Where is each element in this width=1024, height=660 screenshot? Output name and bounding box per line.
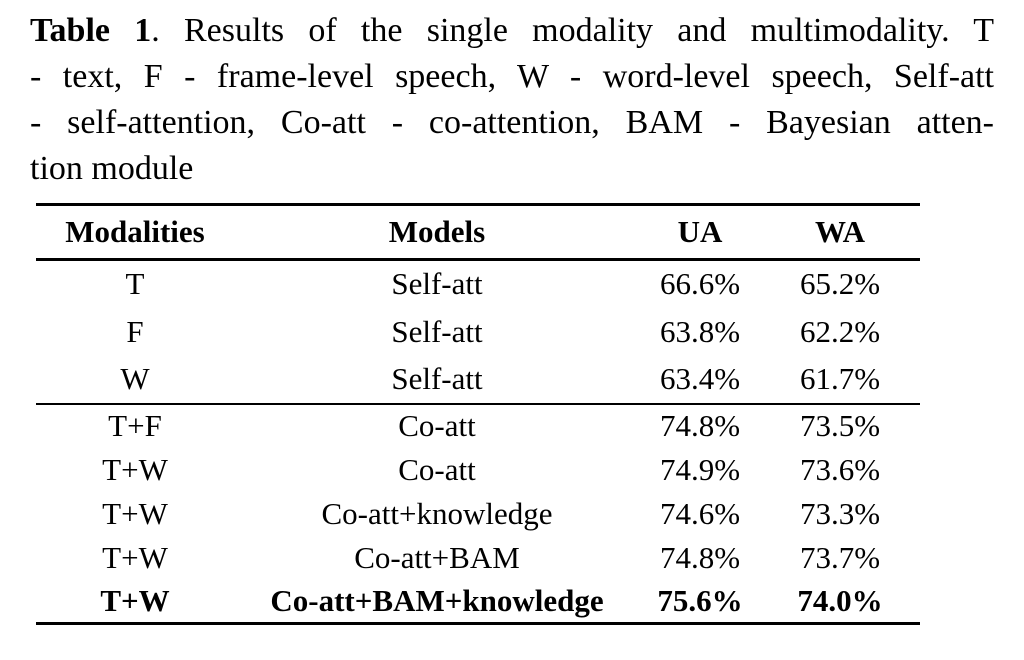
table-row: T Self-att 66.6% 65.2% [36, 260, 920, 308]
results-table: Modalities Models UA WA T Self-att 66.6%… [36, 203, 920, 625]
paper-page: Table 1. Results of the single modality … [0, 8, 1024, 660]
modalities-cell: T+W [102, 539, 168, 575]
ua-cell: 66.6% [659, 266, 741, 302]
ua-cell: 63.4% [659, 361, 741, 396]
modalities-cell: T+F [108, 408, 162, 443]
caption-line-1: Table 1. Results of the single modality … [30, 8, 994, 54]
model-cell: Co-att [398, 408, 476, 443]
modalities-cell: T+W [102, 451, 168, 487]
multimodality-group: T+F Co-att 74.8% 73.5% T+W Co-att 74.9% … [36, 404, 920, 624]
model-cell: Co-att [398, 451, 476, 487]
caption-label: Table 1 [30, 12, 152, 49]
modalities-cell: T+W [102, 495, 168, 531]
caption-line-2: - text, F - frame-level speech, W - word… [30, 58, 994, 95]
wa-cell: 62.2% [799, 313, 881, 349]
ua-cell: 74.9% [659, 451, 741, 487]
table-row: T+W Co-att+BAM 74.8% 73.7% [36, 536, 920, 580]
ua-cell: 74.8% [659, 408, 741, 443]
table-row: F Self-att 63.8% 62.2% [36, 308, 920, 356]
header-row: Modalities Models UA WA [36, 205, 920, 260]
wa-cell: 61.7% [799, 361, 881, 396]
wa-cell: 65.2% [799, 266, 881, 302]
wa-cell: 74.0% [797, 582, 883, 618]
wa-cell: 73.6% [799, 451, 881, 487]
table-row: T+W Co-att+knowledge 74.6% 73.3% [36, 492, 920, 536]
table-caption: Table 1. Results of the single modality … [30, 8, 994, 192]
header-modalities: Modalities [65, 214, 205, 249]
caption-line-3: - self-attention, Co-att - co-attention,… [30, 104, 994, 141]
modalities-cell: T [125, 266, 145, 302]
model-cell: Co-att+BAM [354, 539, 520, 575]
wa-cell: 73.5% [799, 408, 881, 443]
model-cell: Self-att [391, 266, 483, 302]
table-header: Modalities Models UA WA [36, 205, 920, 260]
modalities-cell: T+W [100, 582, 170, 618]
table-row: T+F Co-att 74.8% 73.5% [36, 404, 920, 448]
table-row-best-result: T+W Co-att+BAM+knowledge 75.6% 74.0% [36, 580, 920, 624]
header-ua: UA [677, 214, 723, 249]
table-row: T+W Co-att 74.9% 73.6% [36, 448, 920, 492]
single-modality-group: T Self-att 66.6% 65.2% F Self-att 63.8% … [36, 260, 920, 404]
wa-cell: 73.3% [799, 495, 881, 531]
ua-cell: 74.8% [659, 539, 741, 575]
caption-line-4: tion module [30, 150, 194, 187]
modalities-cell: W [120, 361, 150, 396]
caption-text-1: . Results of the single modality and mul… [151, 12, 994, 49]
model-cell: Co-att+knowledge [321, 495, 553, 531]
header-wa: WA [815, 214, 865, 249]
ua-cell: 74.6% [659, 495, 741, 531]
ua-cell: 75.6% [657, 582, 743, 618]
results-table-wrapper: Modalities Models UA WA T Self-att 66.6%… [36, 203, 920, 625]
model-cell: Co-att+BAM+knowledge [270, 582, 604, 618]
wa-cell: 73.7% [799, 539, 881, 575]
model-cell: Self-att [391, 361, 483, 396]
header-models: Models [388, 214, 486, 249]
table-row: W Self-att 63.4% 61.7% [36, 356, 920, 404]
model-cell: Self-att [391, 313, 483, 349]
modalities-cell: F [126, 313, 144, 349]
ua-cell: 63.8% [659, 313, 741, 349]
